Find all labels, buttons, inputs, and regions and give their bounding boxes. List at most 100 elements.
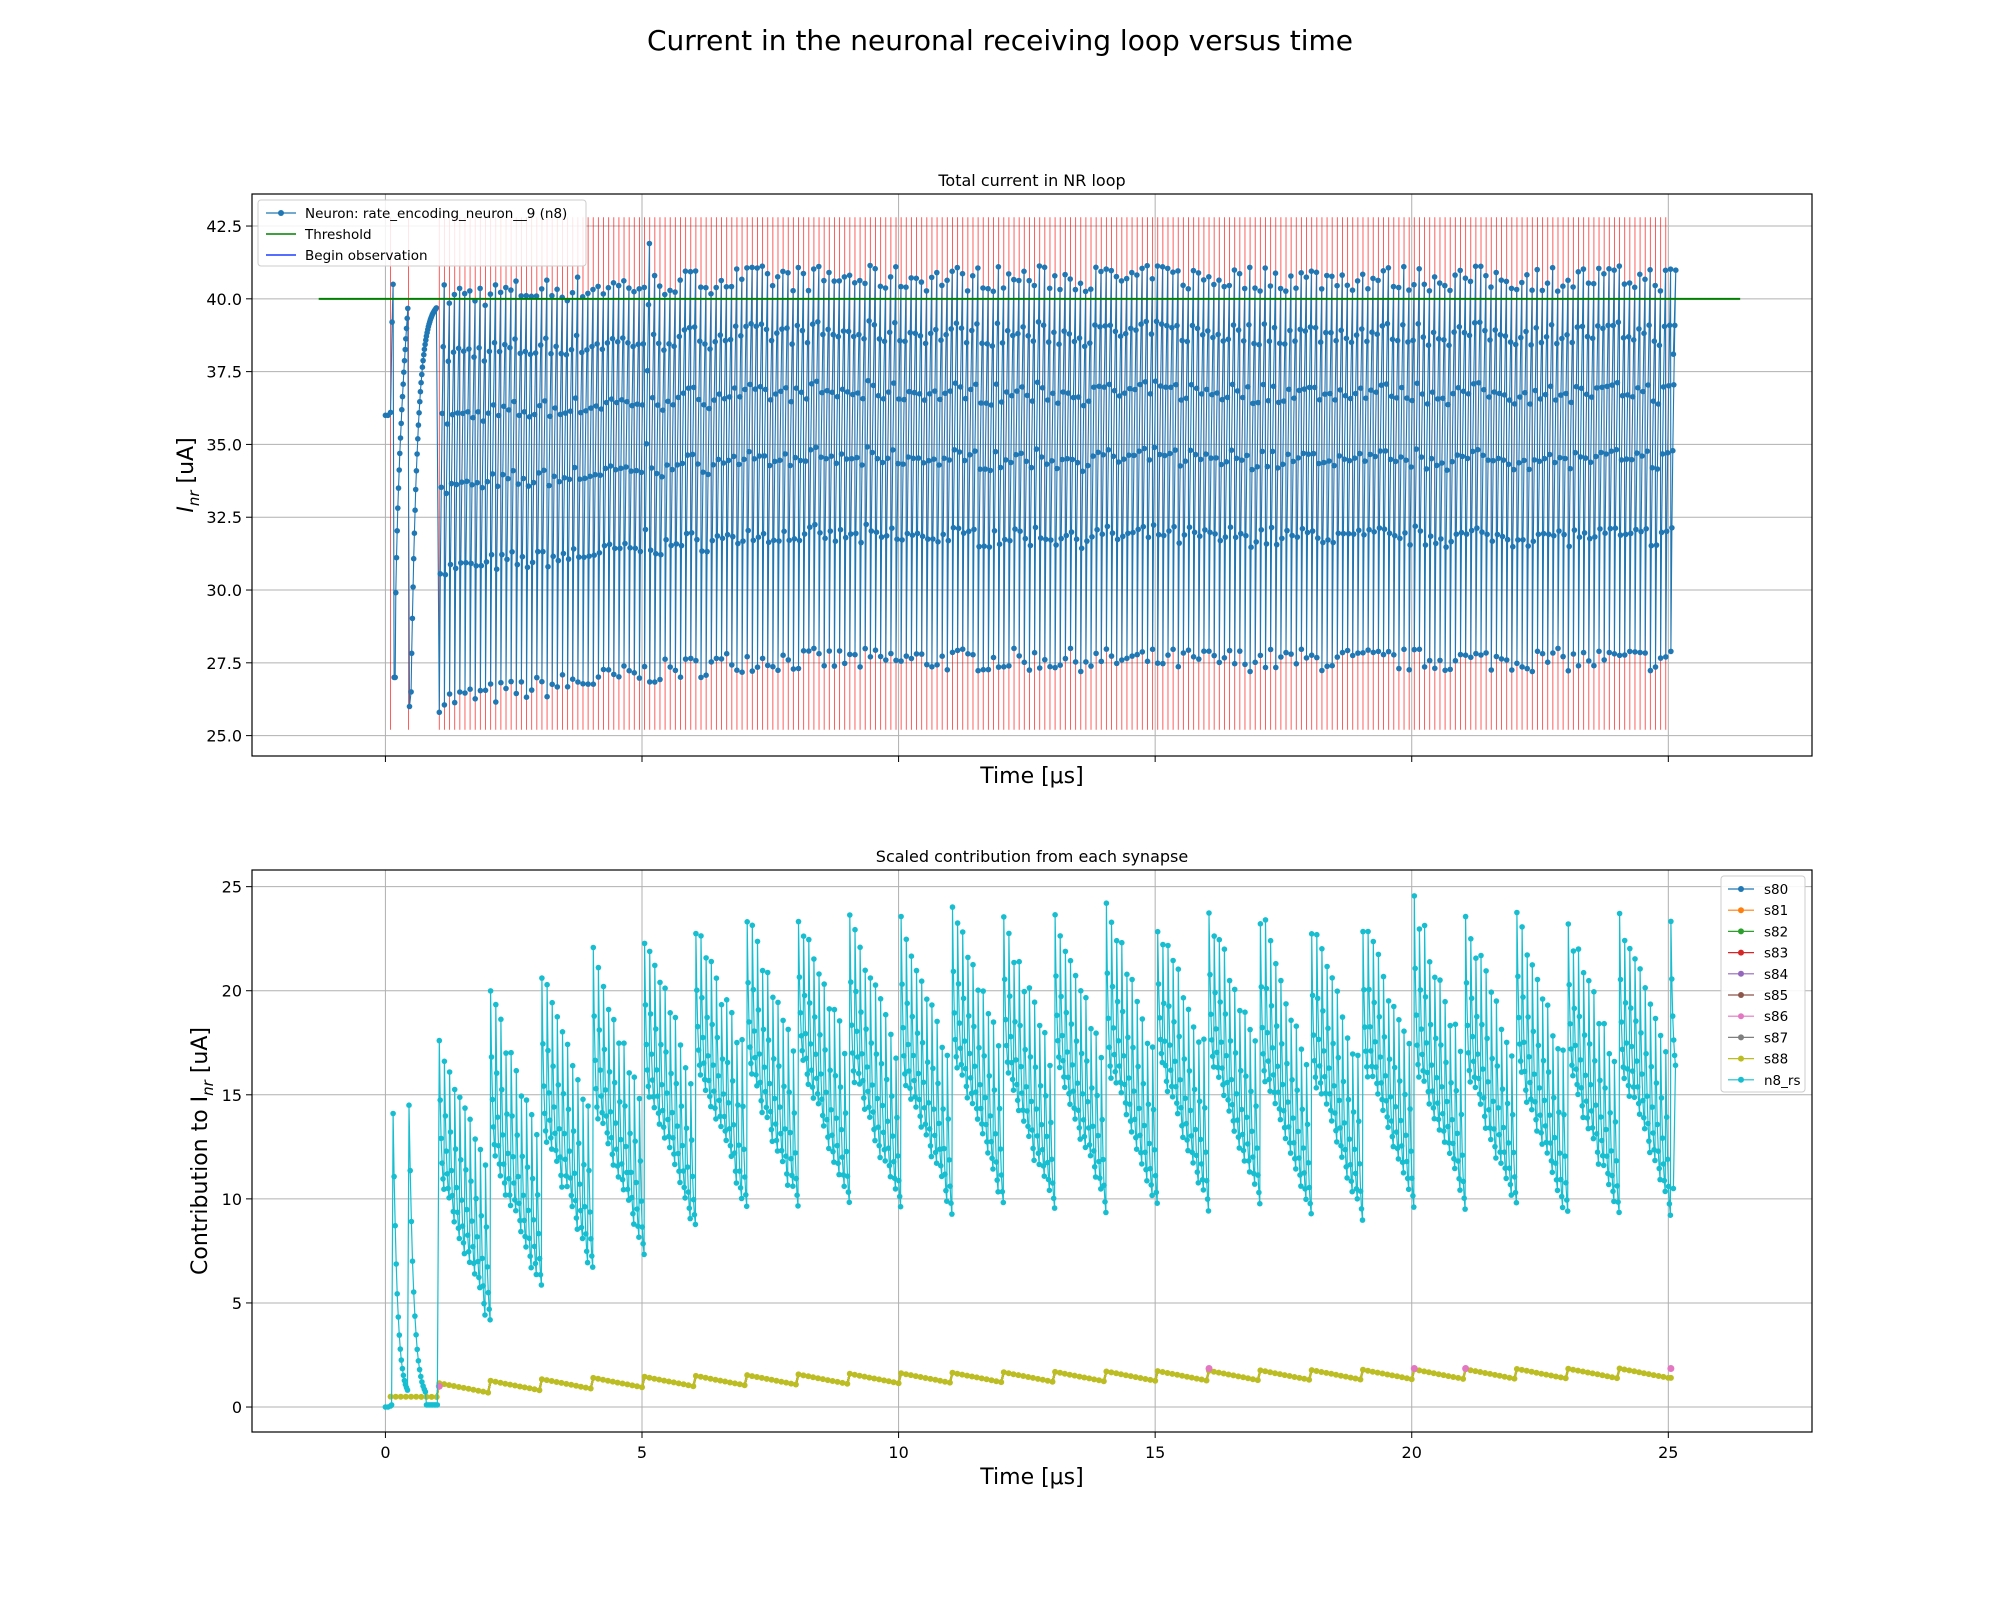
- neuron-current-point: [1432, 665, 1438, 672]
- neuron-current-point: [1579, 323, 1586, 330]
- neuron-current-point: [417, 388, 424, 395]
- n8_rs-point: [1385, 1124, 1391, 1131]
- neuron-current-point: [987, 467, 994, 474]
- neuron-current-point: [655, 402, 661, 408]
- neuron-current-point: [1126, 452, 1132, 459]
- n8_rs-point: [1209, 1053, 1216, 1060]
- neuron-current-point: [758, 321, 765, 328]
- n8_rs-point: [998, 1172, 1005, 1178]
- n8_rs-point: [1642, 985, 1648, 991]
- n8_rs-point: [1540, 1057, 1547, 1064]
- n8_rs-point: [658, 1041, 664, 1048]
- n8_rs-point: [1286, 1140, 1293, 1146]
- neuron-current-point: [826, 269, 832, 276]
- n8_rs-point: [514, 1132, 520, 1138]
- neuron-current-point: [848, 531, 854, 537]
- neuron-current-point: [528, 293, 535, 300]
- neuron-current-point: [585, 290, 591, 297]
- neuron-current-point: [1349, 652, 1356, 659]
- n8_rs-point: [916, 1096, 923, 1103]
- n8_rs-point: [1227, 1038, 1234, 1044]
- n8_rs-point: [844, 1173, 851, 1179]
- n8_rs-line: [385, 895, 1677, 1408]
- n8_rs-point: [1065, 1074, 1071, 1081]
- neuron-current-point: [1637, 649, 1643, 656]
- neuron-current-point: [635, 341, 641, 348]
- n8_rs-point: [1071, 1105, 1077, 1111]
- n8_rs-point: [747, 1044, 753, 1050]
- n8_rs-point: [1328, 1107, 1334, 1114]
- neuron-current-point: [810, 266, 817, 272]
- neuron-current-point: [585, 681, 591, 687]
- n8_rs-point: [767, 1108, 774, 1115]
- neuron-current-point: [857, 664, 863, 670]
- n8_rs-point: [1165, 942, 1171, 949]
- neuron-current-point: [1469, 448, 1476, 455]
- neuron-current-point: [466, 346, 472, 352]
- n8_rs-point: [1257, 1200, 1263, 1207]
- neuron-current-point: [491, 339, 498, 346]
- n8_rs-point: [442, 1113, 449, 1119]
- neuron-current-point: [1044, 461, 1050, 468]
- n8_rs-point: [1110, 1025, 1117, 1031]
- neuron-current-point: [542, 398, 548, 404]
- neuron-current-point: [685, 385, 692, 392]
- n8_rs-point: [518, 1093, 525, 1099]
- n8_rs-point: [804, 1071, 811, 1077]
- neuron-current-point: [1298, 270, 1304, 276]
- neuron-current-point: [1346, 457, 1353, 464]
- n8_rs-point: [1305, 1160, 1312, 1166]
- n8_rs-point: [605, 1140, 611, 1147]
- neuron-current-point: [646, 679, 653, 685]
- n8_rs-point: [923, 1132, 930, 1138]
- n8_rs-point: [1603, 1126, 1609, 1133]
- neuron-current-point: [1114, 536, 1121, 543]
- x-tick-label: 25: [1658, 1443, 1678, 1462]
- n8_rs-point: [1598, 1114, 1604, 1120]
- neuron-current-point: [1393, 395, 1400, 401]
- n8_rs-point: [934, 1018, 940, 1025]
- n8_rs-point: [704, 1014, 710, 1021]
- neuron-current-point: [408, 689, 414, 695]
- neuron-current-point: [1093, 264, 1099, 271]
- neuron-current-point: [580, 681, 586, 687]
- neuron-current-point: [1371, 529, 1377, 535]
- synapse-point: [1482, 1370, 1489, 1376]
- n8_rs-point: [572, 1197, 579, 1204]
- neuron-current-point: [738, 333, 744, 339]
- n8_rs-point: [1432, 974, 1438, 981]
- synapse-point: [903, 1371, 909, 1378]
- neuron-current-point: [1408, 464, 1414, 470]
- legend-marker: [1738, 1055, 1744, 1062]
- n8_rs-point: [792, 1150, 798, 1156]
- neuron-current-point: [1140, 523, 1147, 530]
- n8_rs-point: [564, 1183, 570, 1190]
- neuron-current-point: [1211, 652, 1217, 659]
- synapse-point: [922, 1375, 929, 1381]
- legend-marker: [1738, 1034, 1744, 1041]
- n8_rs-point: [766, 1080, 773, 1087]
- n8_rs-point: [1554, 1187, 1561, 1194]
- neuron-current-point: [1529, 668, 1536, 675]
- y-axis-label-sub: nr: [199, 1079, 217, 1096]
- synapse-point: [1127, 1373, 1134, 1380]
- neuron-current-point: [1223, 459, 1230, 465]
- neuron-current-point: [1374, 331, 1380, 338]
- n8_rs-point: [1452, 1165, 1458, 1172]
- neuron-current-point: [689, 451, 696, 458]
- neuron-current-point: [988, 402, 995, 408]
- neuron-current-point: [1325, 537, 1331, 543]
- neuron-current-point: [1511, 466, 1517, 473]
- neuron-current-point: [1176, 540, 1182, 546]
- n8_rs-point: [607, 1109, 614, 1115]
- neuron-current-point: [600, 666, 607, 673]
- n8_rs-point: [499, 1086, 505, 1093]
- n8_rs-point: [864, 1064, 870, 1070]
- neuron-current-point: [1606, 266, 1612, 272]
- neuron-current-point: [748, 320, 754, 327]
- n8_rs-point: [950, 968, 957, 975]
- neuron-current-point: [1516, 460, 1522, 466]
- neuron-current-point: [708, 659, 715, 665]
- n8_rs-point: [603, 1113, 610, 1119]
- n8_rs-point: [1329, 975, 1335, 981]
